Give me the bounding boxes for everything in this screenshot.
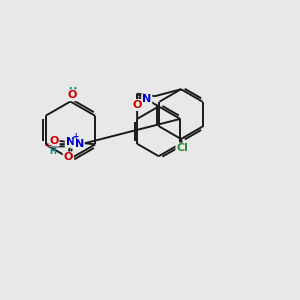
Text: O: O <box>64 152 73 162</box>
Text: N: N <box>142 94 152 104</box>
Text: O: O <box>50 136 59 146</box>
Text: +: + <box>73 132 79 141</box>
Text: Cl: Cl <box>176 143 188 154</box>
Text: N: N <box>66 137 75 147</box>
Text: O: O <box>132 100 142 110</box>
Text: H: H <box>68 87 76 97</box>
Text: N: N <box>75 139 84 149</box>
Text: H: H <box>49 147 56 156</box>
Text: O: O <box>68 90 77 100</box>
Text: −: − <box>44 141 52 150</box>
